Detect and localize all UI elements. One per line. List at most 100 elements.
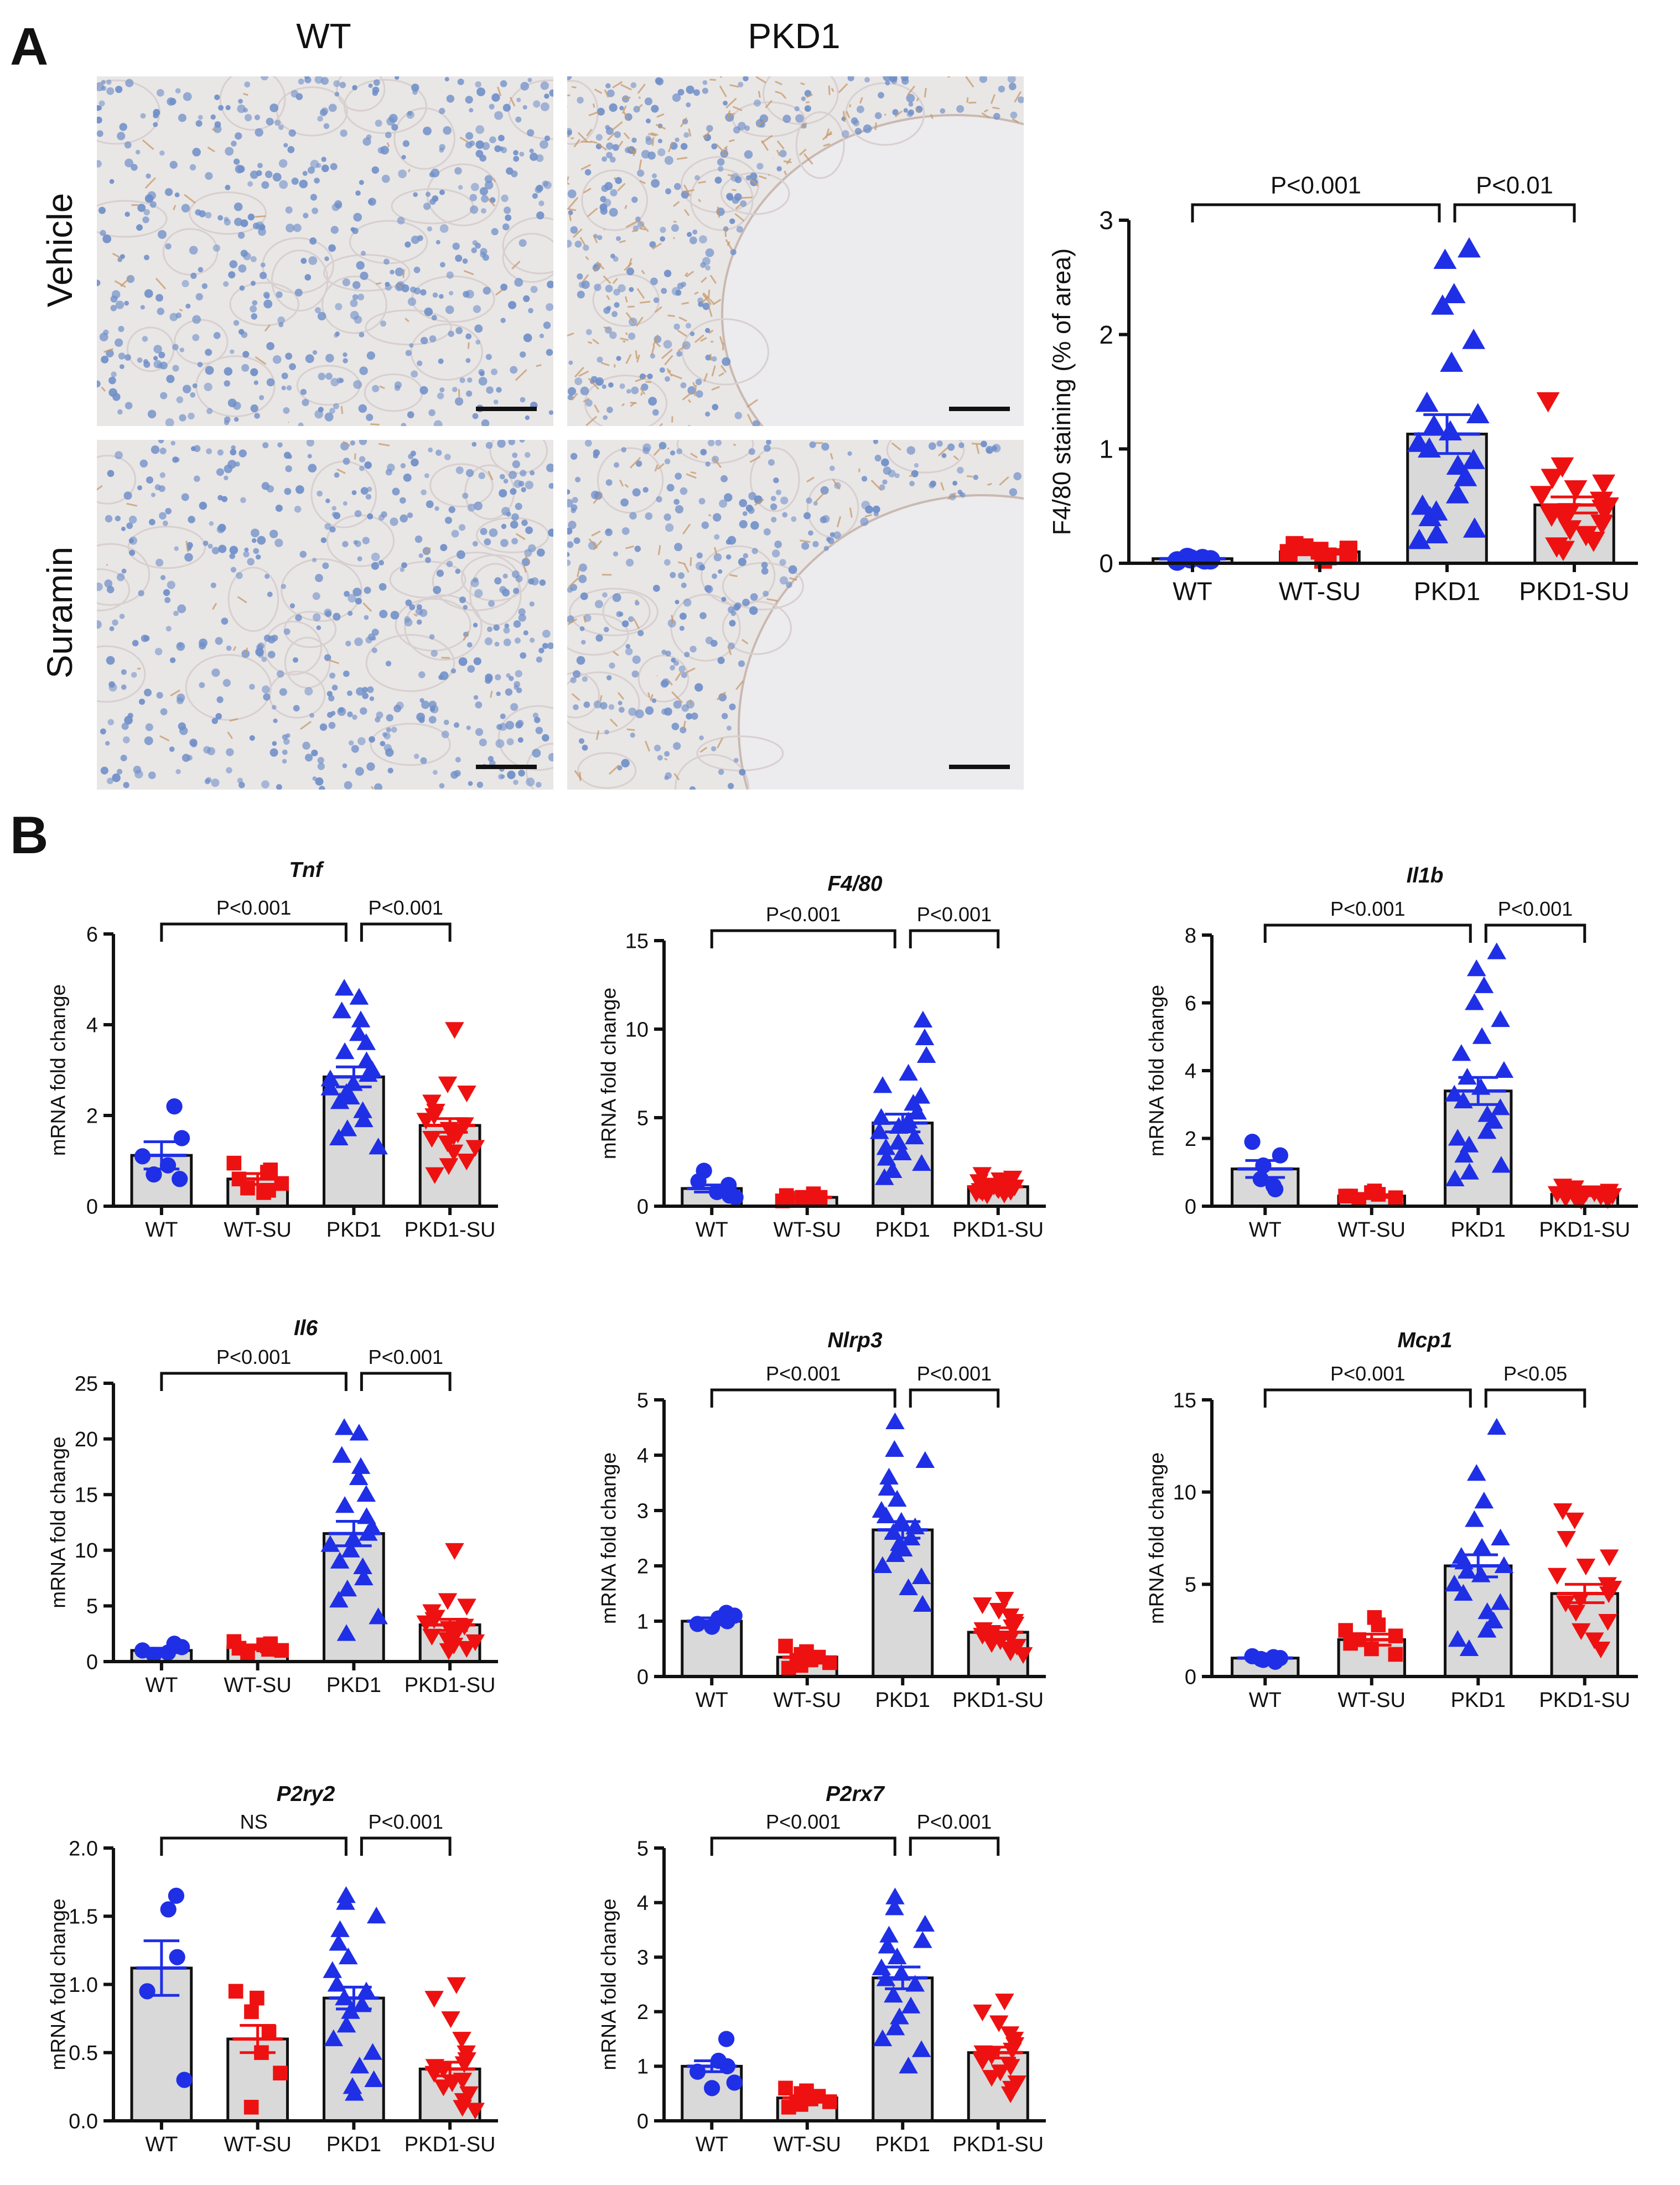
f480-stain <box>666 368 673 377</box>
nucleus <box>276 291 283 298</box>
data-point-pkd1 <box>1442 283 1466 304</box>
nucleus <box>674 183 681 190</box>
nucleus <box>312 350 318 355</box>
nucleus <box>237 777 243 783</box>
f480-stain <box>637 84 646 94</box>
nucleus <box>469 194 477 201</box>
f480-stain <box>583 397 590 403</box>
nucleus <box>450 771 459 779</box>
nucleus <box>484 175 493 183</box>
nucleus <box>506 738 514 746</box>
nucleus <box>198 267 204 273</box>
nucleus <box>216 525 225 533</box>
f480-stain <box>571 86 577 89</box>
nucleus <box>465 141 473 149</box>
f480-stain <box>511 261 521 270</box>
nucleus <box>842 130 849 138</box>
nucleus <box>514 684 519 690</box>
nucleus <box>473 657 481 666</box>
nucleus <box>335 303 343 310</box>
nucleus <box>224 464 233 474</box>
nucleus <box>572 497 578 504</box>
nucleus <box>262 442 269 449</box>
x-tick-label: WT-SU <box>774 1218 841 1242</box>
nucleus <box>705 411 711 417</box>
nucleus <box>359 331 365 338</box>
nucleus <box>159 472 166 478</box>
nucleus <box>190 272 197 279</box>
nucleus <box>343 352 348 357</box>
nucleus <box>269 530 278 538</box>
data-point-wt-su <box>1338 1623 1353 1638</box>
nucleus <box>570 226 578 234</box>
nucleus <box>641 149 650 159</box>
nucleus <box>158 351 165 359</box>
nucleus <box>465 358 471 364</box>
nucleus <box>230 449 237 456</box>
y-tick-label: 4 <box>637 1892 649 1915</box>
nucleus <box>475 242 481 249</box>
nucleus <box>302 741 310 750</box>
nucleus <box>236 572 243 579</box>
x-tick-label: WT <box>145 1674 178 1697</box>
nucleus <box>216 468 224 476</box>
nucleus <box>387 767 393 774</box>
nucleus <box>369 696 375 701</box>
nucleus <box>606 407 613 413</box>
nucleus <box>472 413 479 419</box>
nucleus <box>128 538 134 543</box>
nucleus <box>119 123 127 131</box>
nucleus <box>500 538 509 547</box>
nucleus <box>189 246 198 255</box>
nucleus <box>153 356 158 361</box>
nucleus <box>335 202 343 209</box>
nucleus <box>298 422 304 426</box>
y-tick-label: 0 <box>86 1195 98 1218</box>
f480-stain <box>755 76 766 84</box>
data-point-pkd1 <box>332 1446 351 1463</box>
nucleus <box>908 102 914 107</box>
nucleus <box>847 76 854 81</box>
nucleus <box>364 615 369 620</box>
f480-stain <box>924 87 927 98</box>
nucleus <box>179 414 186 422</box>
nucleus <box>524 549 532 557</box>
nucleus <box>500 318 506 323</box>
nucleus <box>285 465 292 473</box>
nucleus <box>520 470 527 477</box>
nucleus <box>321 164 329 173</box>
nucleus <box>1010 111 1018 119</box>
nucleus <box>421 700 430 709</box>
nucleus <box>354 510 362 517</box>
nucleus <box>494 577 502 585</box>
data-point-wt-su <box>781 1660 796 1676</box>
nucleus <box>381 174 390 183</box>
nucleus <box>336 377 343 384</box>
nucleus <box>254 115 261 121</box>
f480-stain <box>636 288 645 299</box>
f480-stain <box>681 302 689 305</box>
nucleus <box>353 212 362 222</box>
f480-stain <box>587 207 598 217</box>
f480-stain <box>775 90 782 95</box>
nucleus <box>190 392 196 398</box>
nucleus <box>352 714 357 720</box>
f480-stain <box>626 146 636 154</box>
f480-stain <box>698 199 701 203</box>
nucleus <box>510 366 518 374</box>
nucleus <box>233 320 240 326</box>
nucleus <box>287 146 295 153</box>
tubule-outline <box>219 76 286 131</box>
nucleus <box>497 440 506 448</box>
nucleus <box>181 493 189 501</box>
f480-stain <box>592 338 599 345</box>
data-point-wt <box>173 1130 190 1146</box>
nucleus <box>372 385 380 392</box>
nucleus <box>603 415 608 421</box>
nucleus <box>360 707 367 715</box>
nucleus <box>515 669 522 678</box>
nucleus <box>140 305 145 310</box>
nucleus <box>354 637 363 646</box>
nucleus <box>345 640 351 647</box>
significance-label: P<0.001 <box>766 1362 841 1385</box>
